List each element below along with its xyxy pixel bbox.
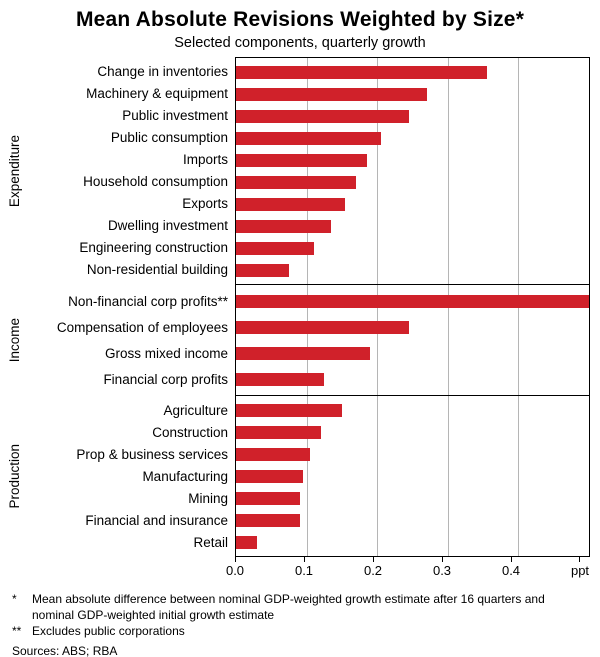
gridline bbox=[447, 396, 449, 556]
panel-axis-label-text: Expenditure bbox=[6, 134, 22, 208]
bar bbox=[236, 131, 381, 145]
chart-title: Mean Absolute Revisions Weighted by Size… bbox=[75, 8, 525, 31]
x-tick-mark bbox=[373, 557, 374, 562]
bar bbox=[236, 491, 300, 505]
bar bbox=[236, 65, 487, 79]
chart-area: Expenditure Change in inventories Machiner… bbox=[0, 57, 600, 583]
chart-subtitle: Selected components, quarterly growth bbox=[174, 35, 426, 51]
bar bbox=[236, 294, 589, 308]
category-label: Construction bbox=[152, 424, 228, 440]
gridline bbox=[306, 285, 308, 395]
category-label: Public consumption bbox=[110, 129, 228, 145]
bar bbox=[236, 513, 300, 527]
sources-line: Sources: ABS; RBA bbox=[12, 643, 118, 657]
bar bbox=[236, 175, 357, 189]
category-label: Household consumption bbox=[83, 173, 228, 189]
x-tick-label: 0.4 bbox=[501, 563, 521, 578]
bar bbox=[236, 263, 289, 277]
category-label: Retail bbox=[193, 534, 228, 550]
plot-area bbox=[235, 57, 590, 285]
category-label: Agriculture bbox=[163, 402, 228, 418]
panel-axis-label: Income bbox=[0, 285, 28, 396]
bar bbox=[236, 87, 427, 101]
category-label: Financial and insurance bbox=[85, 512, 228, 528]
chart-panels: Expenditure Change in inventories Machiner… bbox=[0, 57, 590, 557]
gridline bbox=[518, 396, 520, 556]
chart-panel-expenditure: Expenditure Change in inventories Machiner… bbox=[0, 57, 590, 285]
bar bbox=[236, 109, 409, 123]
bar bbox=[236, 320, 409, 334]
footnote-text: Mean absolute difference between nominal… bbox=[32, 592, 545, 623]
category-labels: Change in inventories Machinery & equipme… bbox=[28, 57, 235, 285]
x-tick-mark bbox=[579, 557, 580, 562]
x-tick-mark bbox=[304, 557, 305, 562]
chart-panel-income: Income Non-financial corp profits** Compen… bbox=[0, 285, 590, 396]
category-label: Manufacturing bbox=[142, 468, 228, 484]
category-label: Non-financial corp profits** bbox=[68, 293, 228, 309]
footnote: ** Excludes public corporations bbox=[0, 623, 600, 639]
x-tick-mark bbox=[235, 557, 236, 562]
category-label: Gross mixed income bbox=[104, 345, 228, 361]
x-tick-label: 0.3 bbox=[432, 563, 452, 578]
footnote-marker: ** bbox=[12, 624, 22, 639]
gridline bbox=[518, 58, 520, 284]
category-label: Imports bbox=[182, 151, 228, 167]
category-label: Engineering construction bbox=[79, 239, 228, 255]
panel-axis-label: Expenditure bbox=[0, 57, 28, 285]
panel-axis-label-text: Income bbox=[6, 318, 22, 363]
bar bbox=[236, 241, 314, 255]
chart-panel-production: Production Agriculture Construction Prop & … bbox=[0, 396, 590, 557]
category-labels: Non-financial corp profits** Compensation… bbox=[28, 285, 235, 396]
category-label: Compensation of employees bbox=[56, 319, 228, 335]
x-tick-label: 0.1 bbox=[294, 563, 314, 578]
bar bbox=[236, 372, 325, 386]
bar bbox=[236, 425, 321, 439]
x-tick-label: 0.0 bbox=[225, 563, 245, 578]
x-axis-unit-label: ppt bbox=[570, 563, 590, 578]
gridline bbox=[377, 396, 379, 556]
plot-area bbox=[235, 396, 590, 557]
bar bbox=[236, 535, 258, 549]
category-label: Dwelling investment bbox=[107, 217, 228, 233]
category-label: Financial corp profits bbox=[103, 371, 228, 387]
gridline bbox=[377, 285, 379, 395]
gridline bbox=[447, 58, 449, 284]
gridline bbox=[377, 58, 379, 284]
x-tick-mark bbox=[511, 557, 512, 562]
footnote-text: Excludes public corporations bbox=[32, 624, 185, 639]
category-labels: Agriculture Construction Prop & business s… bbox=[28, 396, 235, 557]
category-label: Change in inventories bbox=[97, 63, 228, 79]
category-label: Public investment bbox=[122, 107, 228, 123]
bar bbox=[236, 153, 367, 167]
category-label: Exports bbox=[182, 195, 228, 211]
category-label: Machinery & equipment bbox=[86, 85, 228, 101]
plot-area bbox=[235, 285, 590, 396]
panel-axis-label: Production bbox=[0, 396, 28, 557]
x-tick-mark bbox=[442, 557, 443, 562]
bar bbox=[236, 219, 332, 233]
bar bbox=[236, 346, 371, 360]
panel-axis-label-text: Production bbox=[6, 444, 22, 509]
category-label: Prop & business services bbox=[76, 446, 228, 462]
x-tick-label: 0.2 bbox=[363, 563, 383, 578]
gridline bbox=[306, 396, 308, 556]
bar bbox=[236, 197, 346, 211]
bar bbox=[236, 403, 342, 417]
footnotes: * Mean absolute difference between nomina… bbox=[0, 591, 600, 640]
bar bbox=[236, 447, 311, 461]
bar bbox=[236, 469, 304, 483]
category-label: Mining bbox=[188, 490, 228, 506]
category-label: Non-residential building bbox=[86, 261, 228, 277]
footnote-marker: * bbox=[12, 592, 17, 606]
footnote: * Mean absolute difference between nomina… bbox=[0, 591, 600, 623]
gridline bbox=[518, 285, 520, 395]
gridline bbox=[306, 58, 308, 284]
x-axis: 0.0 0.1 0.2 0.3 0.4 ppt bbox=[226, 557, 589, 583]
gridline bbox=[447, 285, 449, 395]
